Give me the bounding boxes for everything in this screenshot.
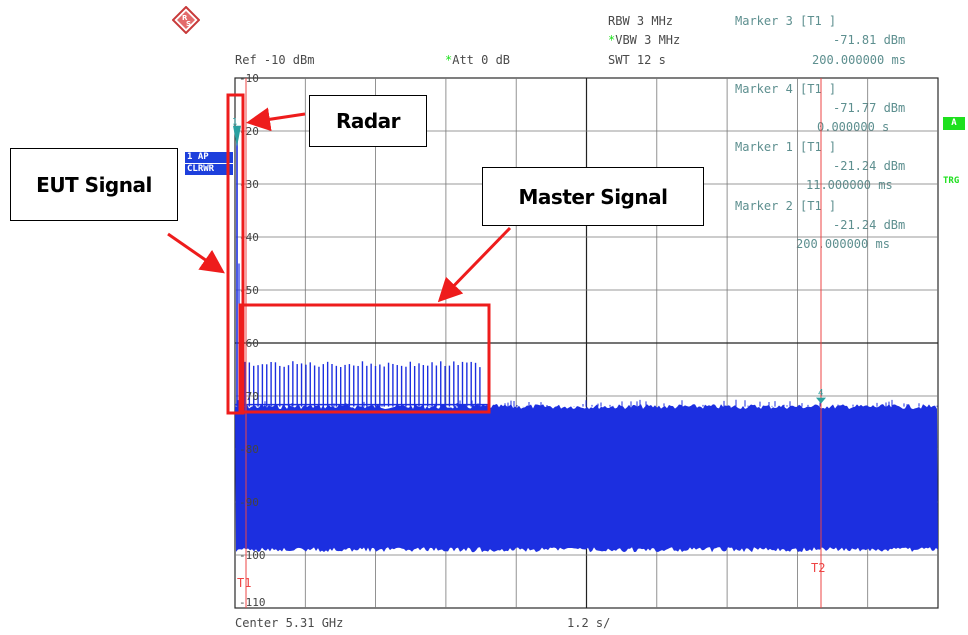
y-tick-label: -110 xyxy=(239,596,266,609)
eut-highlight-box xyxy=(226,93,245,415)
trace-mode-badge-1: 1 AP xyxy=(185,152,233,163)
span-readout: 1.2 s/ xyxy=(567,616,611,630)
vbw-text: VBW 3 MHz xyxy=(615,33,681,47)
svg-text:R: R xyxy=(182,14,188,22)
y-tick-label: -80 xyxy=(239,443,259,456)
marker-4-tag: 4 xyxy=(818,389,823,399)
radar-callout: Radar xyxy=(309,95,427,147)
vbw-star: * xyxy=(608,33,616,47)
att-star: * xyxy=(445,53,453,67)
marker-1-level: -71.77 dBm xyxy=(833,101,906,115)
swt-readout: SWT 12 s xyxy=(608,53,666,67)
ref-level-readout: Ref -10 dBm xyxy=(235,53,315,67)
marker-4-level: -71.81 dBm xyxy=(833,33,906,47)
vbw-readout: *VBW 3 MHz xyxy=(608,33,680,47)
trace-a-badge: A xyxy=(943,117,965,130)
marker-3-time: 200.000000 ms xyxy=(796,237,890,251)
marker-1-tag: 1 xyxy=(232,118,237,128)
marker-4-triangle xyxy=(816,397,826,404)
t1-label: T1 xyxy=(237,576,252,590)
marker-2-time: 11.000000 ms xyxy=(806,178,893,192)
trace-group: 1 xyxy=(232,118,938,553)
marker-1-label: Marker 4 [T1 ] xyxy=(735,82,837,96)
svg-text:S: S xyxy=(186,20,191,28)
center-frequency-readout: Center 5.31 GHz xyxy=(235,616,344,630)
marker-2-level: -21.24 dBm xyxy=(833,159,906,173)
master-signal-callout: Master Signal xyxy=(482,167,704,226)
master-arrow xyxy=(437,226,512,303)
t2-label: T2 xyxy=(811,561,826,575)
attenuation-readout: *Att 0 dB xyxy=(445,53,510,67)
marker-3-label: Marker 2 [T1 ] xyxy=(735,199,837,213)
att-text: Att 0 dB xyxy=(452,53,511,67)
master-highlight-box xyxy=(238,303,491,414)
marker-2-label: Marker 1 [T1 ] xyxy=(735,140,837,154)
trace-mode-badge-2: CLRWR xyxy=(185,164,233,175)
marker-3-level: -21.24 dBm xyxy=(833,218,906,232)
noise-floor-band xyxy=(235,404,938,553)
y-tick-label: -100 xyxy=(239,549,266,562)
eut-arrow xyxy=(167,232,225,274)
trigger-badge: TRG xyxy=(943,176,960,186)
radar-arrow xyxy=(246,107,306,132)
y-tick-label: -90 xyxy=(239,496,259,509)
rohde-schwarz-logo: R S xyxy=(172,6,200,34)
marker-4-label: Marker 3 [T1 ] xyxy=(735,14,837,28)
marker-1-time: 0.000000 s xyxy=(817,120,890,134)
eut-signal-callout: EUT Signal xyxy=(10,148,178,221)
marker-1-triangle xyxy=(233,125,241,147)
rbw-readout: RBW 3 MHz xyxy=(608,14,674,28)
marker-lines: 4 xyxy=(245,78,826,608)
y-tick-label: -10 xyxy=(239,72,259,85)
annotations-group xyxy=(167,93,512,415)
marker-4-time: 200.000000 ms xyxy=(812,53,906,67)
